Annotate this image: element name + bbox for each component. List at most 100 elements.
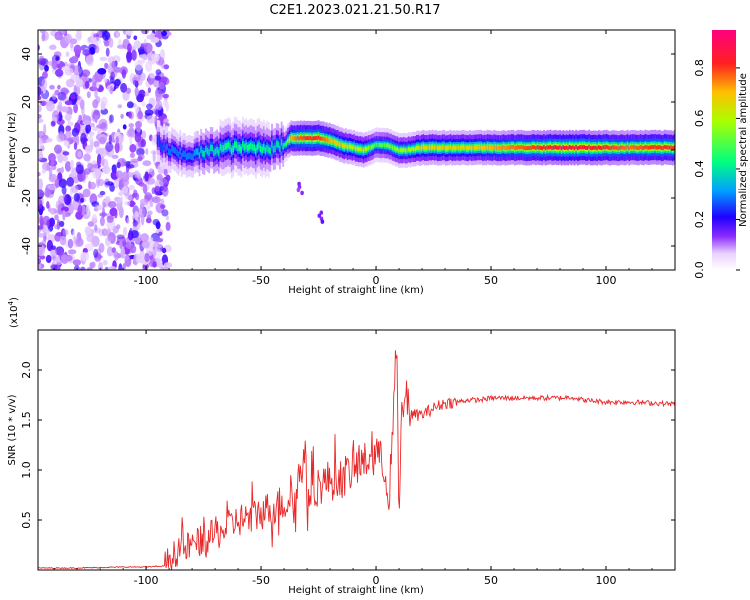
ridge-cell — [395, 147, 397, 152]
noise-blob — [38, 118, 44, 124]
noise-blob — [104, 62, 109, 70]
ridge-cell — [256, 143, 259, 150]
ridge-cell — [312, 136, 315, 141]
noise-blob — [94, 204, 103, 211]
y-tick-label: 1.5 — [20, 411, 33, 429]
ridge-cell — [235, 141, 238, 149]
noise-blob — [102, 30, 111, 41]
ridge-cell — [552, 145, 555, 150]
noise-blob — [129, 143, 137, 153]
ridge-cell — [436, 146, 439, 151]
y-tick-label: 0 — [20, 147, 33, 154]
ridge-cell — [338, 142, 341, 147]
ridge-cell — [309, 136, 312, 141]
noise-blob — [73, 142, 78, 150]
ridge-cell — [528, 146, 531, 150]
noise-blob — [59, 235, 67, 246]
noise-blob — [96, 157, 101, 167]
noise-blob — [80, 266, 86, 270]
ridge-cell — [636, 146, 639, 150]
noise-blob — [50, 120, 56, 127]
noise-blob — [120, 82, 128, 93]
noise-blob — [38, 130, 45, 139]
noise-blob — [94, 89, 98, 99]
ridge-cell — [333, 140, 336, 145]
noise-blob — [120, 113, 124, 119]
noise-blob — [141, 101, 146, 107]
noise-blob — [50, 245, 57, 250]
ridge-cell — [507, 145, 510, 150]
snr-frame — [37, 329, 676, 571]
noise-blob — [99, 56, 108, 62]
noise-blob — [145, 217, 152, 224]
noise-blob — [38, 139, 44, 150]
snr-panel: -100 -50 0 50 100 0.5 1.0 1.5 2.0 Height of str… — [7, 297, 676, 596]
ridge-cell — [407, 147, 410, 152]
noise-blob — [151, 134, 158, 146]
ridge-cell — [412, 147, 415, 152]
ridge-cell — [576, 146, 579, 151]
ridge-cell — [182, 150, 185, 157]
ridge-cell — [512, 145, 515, 150]
ridge-cell — [304, 136, 307, 141]
noise-blob — [151, 53, 160, 62]
noise-blob — [62, 155, 68, 162]
ridge-cell — [292, 136, 294, 141]
ridge-cell — [581, 145, 584, 150]
ridge-cell — [602, 145, 605, 150]
spectrogram-features — [296, 181, 325, 224]
ridge-cell — [623, 146, 626, 151]
noise-blob — [54, 31, 63, 41]
ridge-cell — [192, 153, 194, 161]
noise-blob — [120, 246, 126, 259]
noise-blob — [161, 30, 168, 37]
ridge-cell — [346, 145, 349, 149]
ridge-cell — [459, 146, 462, 150]
noise-blob — [49, 217, 55, 227]
noise-blob — [109, 85, 114, 95]
ridge-cell — [243, 144, 246, 151]
ridge-cell — [519, 145, 521, 150]
x-tick-label: 100 — [596, 274, 617, 287]
noise-blob — [41, 32, 46, 42]
ridge-cell — [330, 139, 333, 144]
ridge-cell — [651, 145, 653, 150]
ridge-cell — [406, 148, 409, 153]
ridge-cell — [618, 146, 621, 151]
noise-blob — [126, 58, 131, 64]
noise-blob — [134, 210, 139, 221]
noise-blob — [134, 87, 139, 97]
colorbar-tick-label: 0.0 — [693, 261, 706, 279]
noise-blob — [78, 114, 82, 121]
ridge-cell — [535, 146, 537, 150]
ridge-cell — [185, 153, 188, 161]
x-tick-label: 0 — [373, 274, 380, 287]
noise-blob — [95, 145, 101, 151]
ridge-cell — [446, 146, 449, 151]
ridge-cell — [327, 138, 330, 143]
noise-blob — [82, 188, 91, 198]
ridge-cell — [541, 146, 544, 151]
ridge-cell — [385, 143, 388, 148]
noise-blob — [149, 72, 156, 79]
noise-blob — [102, 259, 108, 266]
noise-blob — [96, 81, 100, 89]
ridge-cell — [660, 146, 663, 151]
x-tick-label: -50 — [252, 274, 270, 287]
noise-blob — [71, 55, 79, 63]
ridge-cell — [559, 145, 561, 150]
colorbar: 0.0 0.2 0.4 0.6 0.8 Normalized spectral ampl… — [693, 30, 749, 279]
colorbar-tick-label: 0.8 — [693, 59, 706, 77]
noise-blob — [84, 226, 92, 236]
spectrogram-ridge — [156, 116, 675, 179]
ridge-cell — [547, 145, 550, 150]
ridge-cell — [435, 145, 438, 150]
ridge-cell — [158, 137, 161, 145]
ridge-cell — [293, 136, 296, 141]
noise-blob — [110, 71, 115, 81]
figure-title: C2E1.2023.021.21.50.R17 — [269, 3, 440, 18]
noise-blob — [100, 155, 105, 167]
ridge-cell — [238, 144, 241, 152]
ridge-cell — [253, 144, 256, 151]
noise-blob — [147, 87, 151, 94]
